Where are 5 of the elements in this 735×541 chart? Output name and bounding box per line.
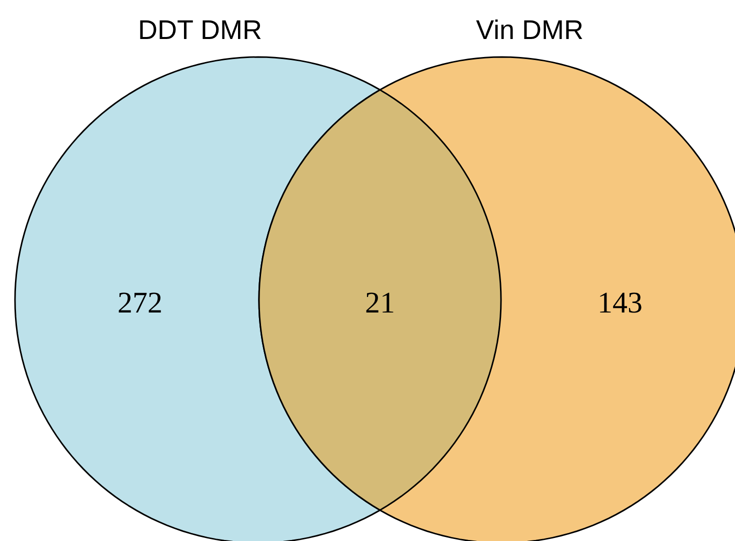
data-label: 272: [118, 286, 162, 320]
text: Vin DMR: [476, 15, 584, 45]
data-label: 143: [598, 286, 642, 320]
data-label: 21: [365, 286, 395, 320]
text: DDT DMR: [138, 15, 262, 45]
